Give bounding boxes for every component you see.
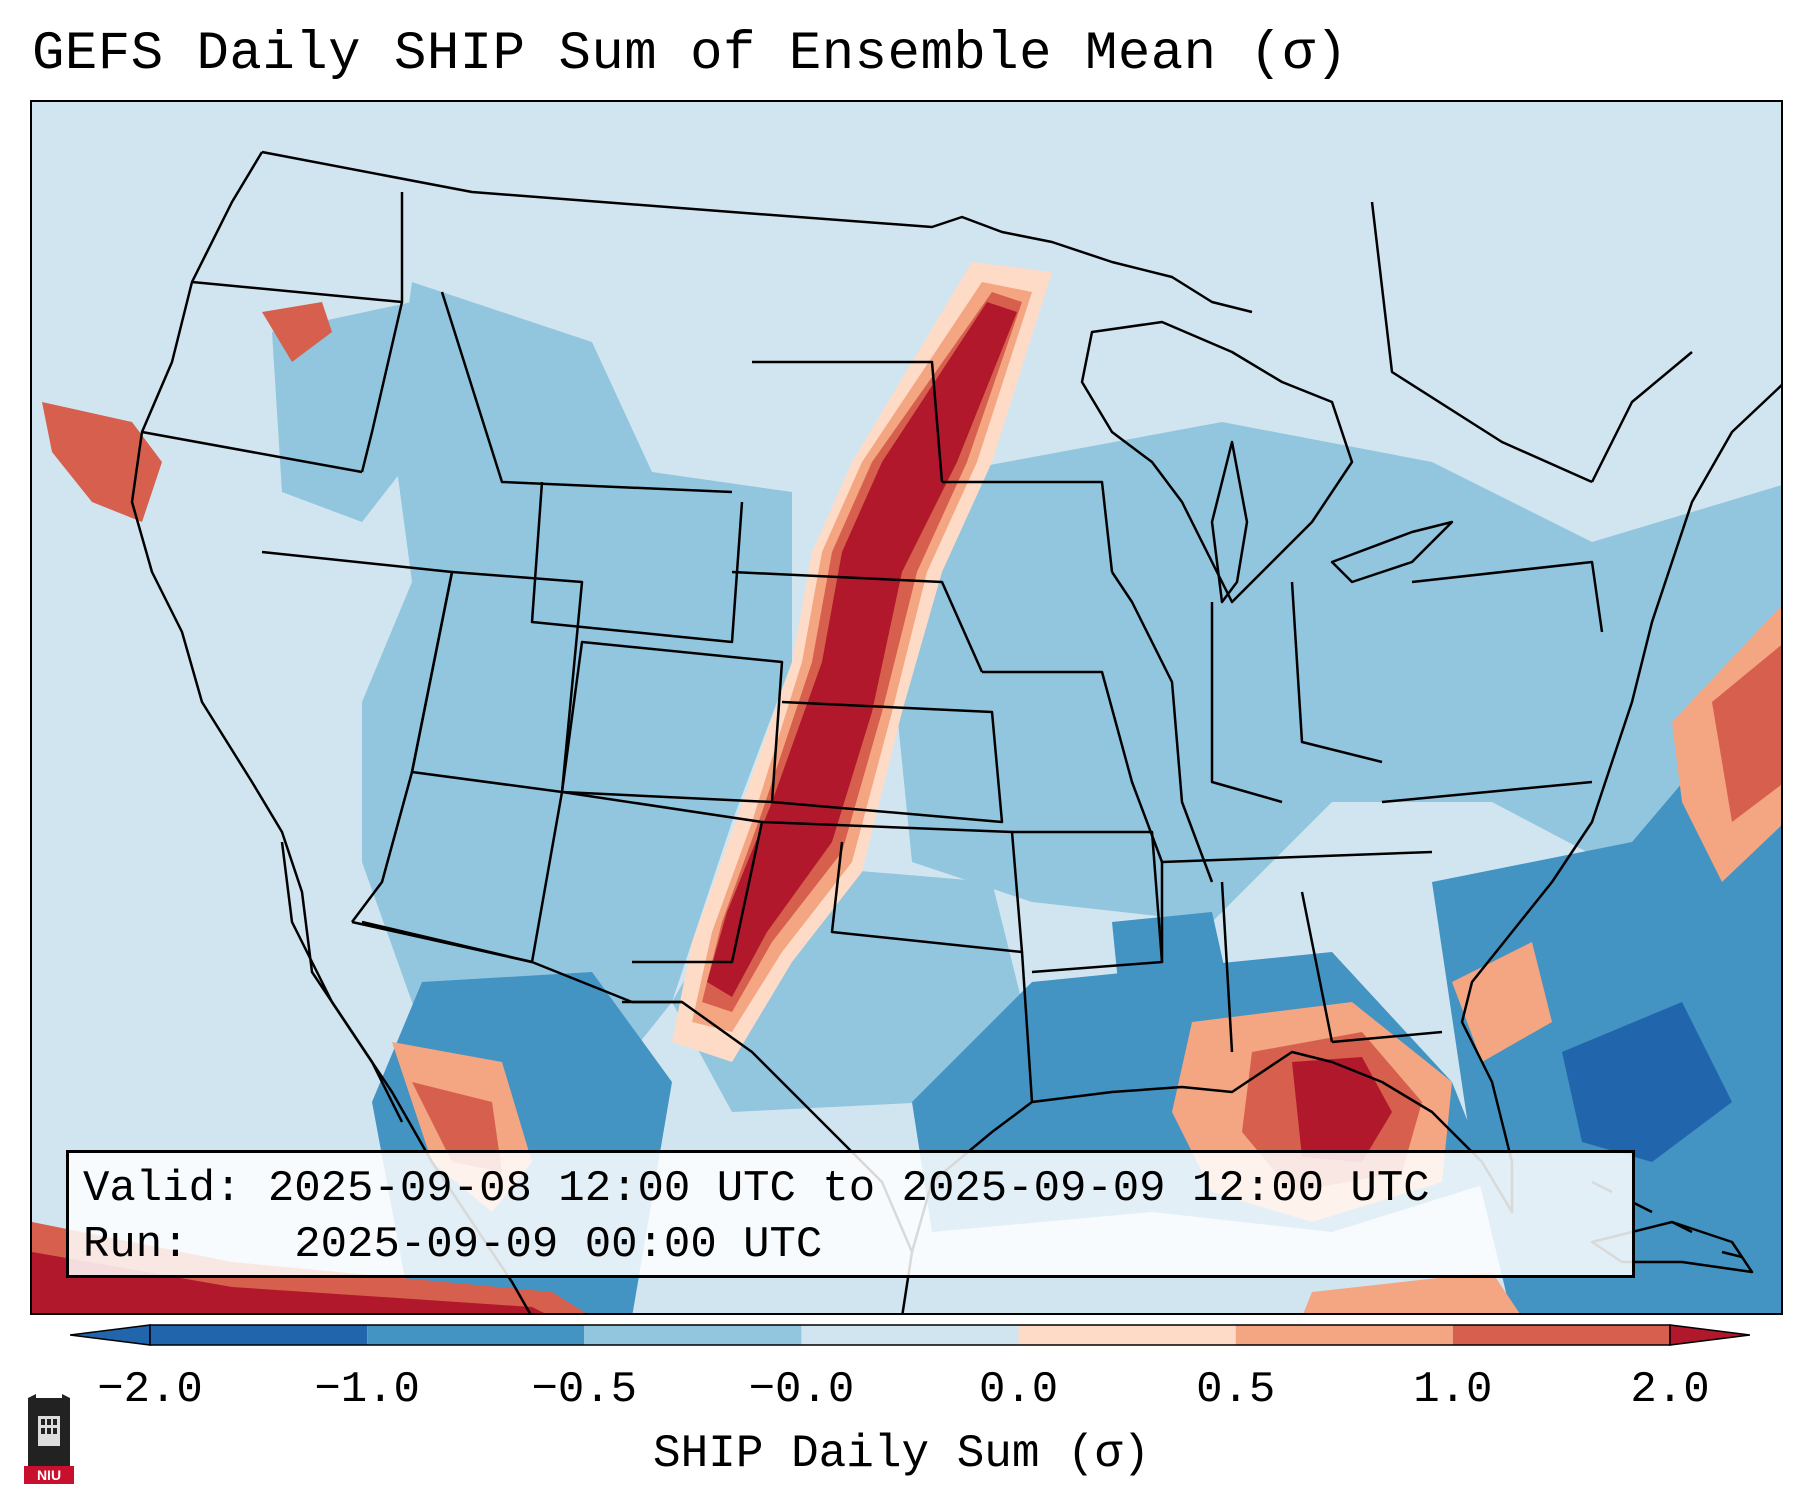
field-rockies-light-blue [362,282,792,1102]
border-ky-tn [1161,850,1433,864]
lake-michigan [1210,440,1249,604]
state-country-boundaries [130,150,1781,1313]
border-tx-east [1020,951,1034,1103]
border-ga-fl [1331,1030,1443,1044]
field-california-positive [42,402,162,522]
border-ks [771,700,1004,824]
colorbar-left-arrow [70,1324,151,1346]
colorbar-tick-label: −0.5 [531,1365,638,1415]
border-ia-mo [982,670,1164,863]
border-mexico [351,920,682,1004]
border-or-ca [141,430,363,474]
run-value: 2025-09-09 00:00 UTC [294,1220,823,1270]
colorbar-tick-label: −1.0 [314,1365,420,1415]
border-oh-pa [1290,581,1383,764]
border-mn-ia [942,480,1114,573]
border-tn-ms-al [1160,862,1334,1053]
run-label: Run: [83,1220,189,1270]
run-line: Run: 2025-09-09 00:00 UTC [83,1217,1618,1273]
map-title: GEFS Daily SHIP Sum of Ensemble Mean (σ) [32,24,1349,85]
field-caribbean-dark-blue [1562,1002,1732,1162]
colorbar-segment [1452,1325,1670,1345]
border-il-in [1110,571,1214,883]
border-ar-la [1012,830,1164,974]
ship-anomaly-map [32,102,1781,1313]
field-se-coast-positive [1452,942,1552,1062]
colorbar-tick-label: 1.0 [1413,1365,1493,1415]
colorbar-label: SHIP Daily Sum (σ) [653,1428,1150,1480]
field-atlantic-positive-strong [1712,645,1781,822]
border-me [1590,351,1693,483]
valid-line: Valid: 2025-09-08 12:00 UTC to 2025-09-0… [83,1161,1618,1217]
field-mexico-positive-strong [412,1082,502,1172]
border-canada-east [1370,201,1593,484]
valid-label: Valid: [83,1164,242,1214]
border-nd-sd [752,360,944,483]
colorbar-segment [801,1325,1019,1345]
valid-run-info-box: Valid: 2025-09-08 12:00 UTC to 2025-09-0… [66,1150,1635,1278]
map-panel [30,100,1783,1315]
field-gulf-positive-core [1292,1057,1392,1162]
field-yucatan-positive [1303,1272,1520,1313]
border-ny-pa [1411,560,1604,633]
border-id [360,192,404,473]
coastline-baja [280,841,404,1123]
colorbar-tick-label: 0.5 [1196,1365,1276,1415]
niu-logo-text: NIU [37,1467,61,1483]
field-nw-light-blue [272,302,432,522]
border-mt-south [440,291,733,494]
border-in-oh [1210,602,1283,804]
colorbar-segment [1018,1325,1236,1345]
colorbar-right-arrow [1669,1324,1750,1346]
colorbar-tick-label: −0.0 [748,1365,855,1415]
field-oregon-positive [262,302,332,362]
field-midwest-light-blue [892,422,1781,922]
valid-value: 2025-09-08 12:00 UTC to 2025-09-09 12:00… [267,1164,1430,1214]
colorbar-tick-label: −2.0 [97,1365,203,1415]
colorbar-segment [367,1325,585,1345]
border-nv-ca [261,550,454,923]
colorbar-tick-label: 0.0 [978,1365,1059,1415]
border-az-nm [530,790,764,964]
colorbar-tick-label: 2.0 [1630,1365,1710,1415]
colorbar [70,1324,1750,1346]
border-ne [731,570,984,673]
field-lower-mississippi-blue [1112,912,1232,1022]
border-us-canada [261,150,1253,314]
colorbar-segment [150,1325,368,1345]
colorbar-segment [584,1325,802,1345]
field-pacific-band-core [32,1252,544,1313]
border-va-nc [1381,780,1593,804]
great-lakes-outline [1080,320,1354,604]
lake-erie [1330,520,1454,584]
niu-logo: NIU [24,1394,74,1484]
border-wa-or [191,280,403,304]
colorbar-segment [1235,1325,1453,1345]
